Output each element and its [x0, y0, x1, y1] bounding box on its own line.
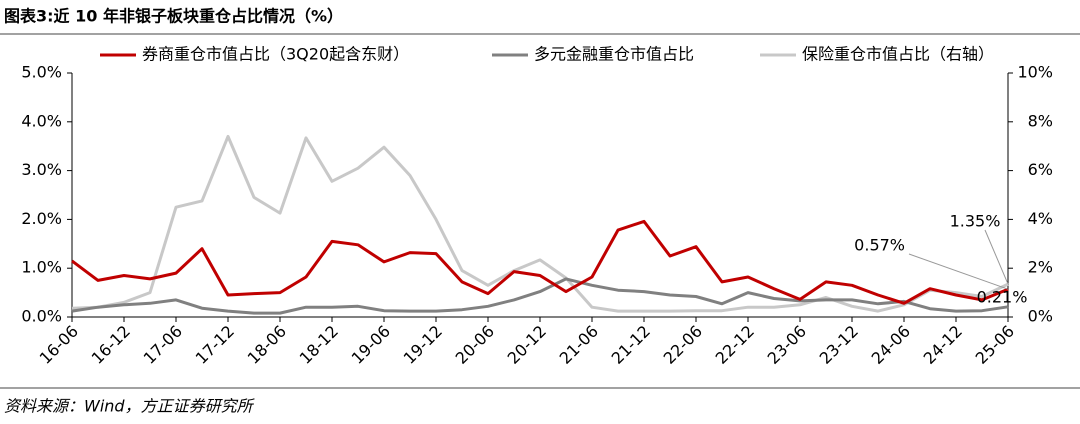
- chart-title: 图表3:近 10 年非银子板块重仓占比情况（%）: [4, 7, 343, 26]
- x-tick-label: 23-06: [764, 322, 810, 368]
- source: 资料来源：Wind，方正证券研究所: [4, 397, 256, 416]
- y-tick-label: 4.0%: [21, 111, 62, 130]
- y2-tick-label: 2%: [1028, 258, 1053, 277]
- x-tick-label: 24-06: [868, 322, 914, 368]
- x-tick-label: 19-12: [400, 322, 446, 368]
- y2-tick-label: 8%: [1028, 111, 1053, 130]
- annotation-leader: [984, 229, 1009, 285]
- legend-label: 多元金融重仓市值占比: [534, 45, 694, 64]
- series-line: [71, 134, 1009, 313]
- annotation: 0.57%: [854, 236, 905, 255]
- x-tick-label: 25-06: [972, 322, 1018, 368]
- series-line: [71, 277, 1009, 315]
- x-tick-label: 22-06: [660, 322, 706, 368]
- y-tick-label: 5.0%: [21, 63, 62, 82]
- x-tick-label: 23-12: [816, 322, 862, 368]
- x-tick-label: 22-12: [712, 322, 758, 368]
- x-tick-label: 21-06: [556, 322, 602, 368]
- x-tick-label: 20-06: [452, 322, 498, 368]
- x-tick-label: 16-12: [88, 322, 134, 368]
- series-line: [71, 219, 1009, 305]
- y2-tick-label: 0%: [1028, 307, 1053, 326]
- legend-label: 保险重仓市值占比（右轴）: [802, 45, 994, 64]
- y-tick-label: 3.0%: [21, 160, 62, 179]
- y-tick-label: 1.0%: [21, 258, 62, 277]
- x-tick-label: 20-12: [504, 322, 550, 368]
- x-tick-label: 19-06: [348, 322, 394, 368]
- legend-label: 券商重仓市值占比（3Q20起含东财）: [142, 45, 409, 64]
- x-tick-label: 18-12: [296, 322, 342, 368]
- x-tick-label: 24-12: [920, 322, 966, 368]
- x-tick-label: 17-12: [192, 322, 238, 368]
- y2-tick-label: 10%: [1017, 63, 1053, 82]
- x-tick-label: 21-12: [608, 322, 654, 368]
- y2-tick-label: 6%: [1028, 160, 1053, 179]
- annotation: 0.21%: [977, 288, 1028, 307]
- y2-tick-label: 4%: [1028, 209, 1053, 228]
- x-tick-label: 16-06: [36, 322, 82, 368]
- y-tick-label: 2.0%: [21, 209, 62, 228]
- x-tick-label: 18-06: [244, 322, 290, 368]
- annotation-leader: [908, 253, 1009, 290]
- y-tick-label: 0.0%: [21, 307, 62, 326]
- x-tick-label: 17-06: [140, 322, 186, 368]
- annotation: 1.35%: [950, 212, 1001, 231]
